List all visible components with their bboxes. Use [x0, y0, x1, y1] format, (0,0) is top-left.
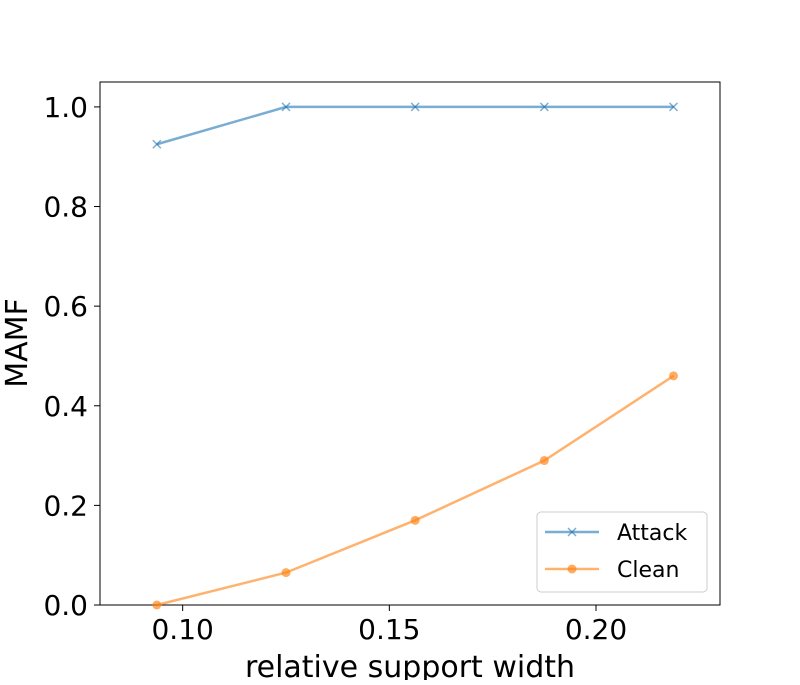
attack-point	[668, 102, 679, 112]
clean-point	[410, 515, 420, 525]
legend-item-clean: Clean	[545, 558, 679, 583]
clean-point	[539, 456, 549, 466]
y-axis: 0.0 0.2 0.4 0.6 0.8 1.0	[43, 91, 100, 622]
clean-point	[281, 568, 291, 578]
x-marker-stroke	[567, 527, 577, 537]
legend: Attack Clean	[536, 511, 708, 593]
clean-point	[152, 600, 162, 610]
y-tick-label: 0.2	[43, 489, 88, 522]
x-axis-label: relative support width	[245, 650, 575, 680]
series-clean	[152, 371, 678, 610]
attack-point	[152, 139, 162, 149]
attack-point	[281, 102, 291, 112]
series-attack	[152, 102, 679, 149]
y-tick-label: 0.4	[43, 390, 88, 423]
x-marker-stroke	[539, 102, 549, 112]
x-axis: 0.10 0.15 0.20	[151, 605, 627, 646]
attack-point	[539, 102, 549, 112]
legend-clean-point	[567, 564, 577, 574]
y-tick-label: 1.0	[43, 91, 88, 124]
y-tick-label: 0.6	[43, 290, 88, 323]
series-layer	[152, 102, 679, 610]
x-marker-stroke	[668, 102, 679, 112]
y-tick-label: 0.0	[43, 589, 88, 622]
x-marker-stroke	[281, 102, 291, 112]
x-tick-label: 0.10	[151, 613, 213, 646]
x-tick-label: 0.15	[358, 613, 420, 646]
y-tick-label: 0.8	[43, 191, 88, 224]
clean-point	[669, 371, 678, 381]
legend-label-clean: Clean	[617, 558, 679, 583]
x-marker-stroke	[410, 102, 420, 112]
legend-attack-point	[567, 527, 577, 537]
attack-point	[410, 102, 420, 112]
x-tick-label: 0.20	[565, 613, 627, 646]
x-marker-stroke	[152, 139, 162, 149]
y-axis-label: MAMF	[0, 298, 35, 388]
legend-item-attack: Attack	[545, 521, 687, 546]
legend-label-attack: Attack	[617, 521, 687, 546]
